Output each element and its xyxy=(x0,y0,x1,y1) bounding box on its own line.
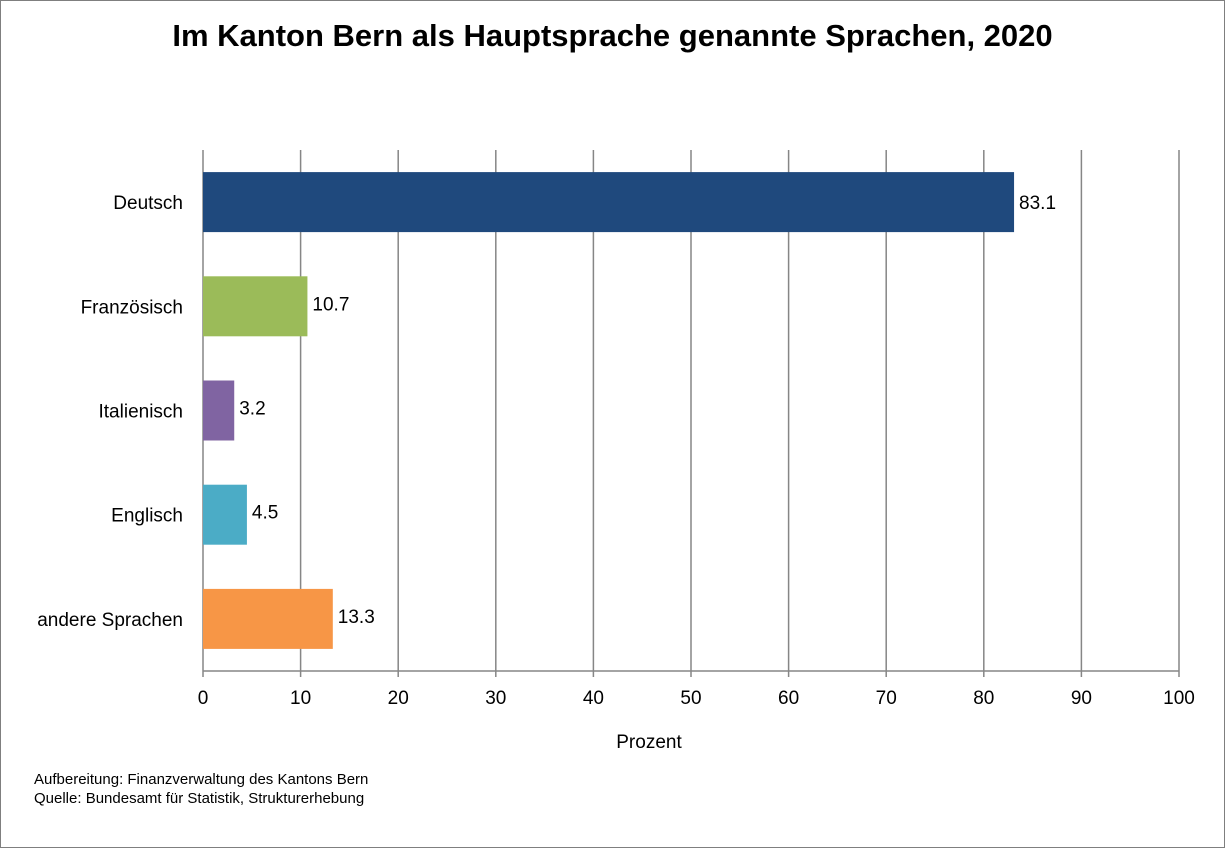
footer-source: Quelle: Bundesamt für Statistik, Struktu… xyxy=(34,790,365,807)
bar xyxy=(203,172,1015,233)
x-tick-label: 70 xyxy=(876,688,897,709)
chart-title: Im Kanton Bern als Hauptsprache genannte… xyxy=(172,18,1053,53)
data-label: 13.3 xyxy=(338,607,375,628)
x-tick-label: 90 xyxy=(1071,688,1092,709)
x-tick-label: 20 xyxy=(388,688,409,709)
data-label: 4.5 xyxy=(252,503,278,524)
category-label: Deutsch xyxy=(113,193,183,214)
x-tick-label: 0 xyxy=(198,688,209,709)
x-tick-label: 30 xyxy=(485,688,506,709)
x-tick-label: 100 xyxy=(1163,688,1195,709)
x-tick-label: 80 xyxy=(973,688,994,709)
bar xyxy=(203,484,247,545)
x-axis-label: Prozent xyxy=(616,732,682,753)
x-tick-label: 10 xyxy=(290,688,311,709)
bar xyxy=(203,588,333,649)
footer-credit: Aufbereitung: Finanzverwaltung des Kanto… xyxy=(34,771,369,788)
x-tick-label: 50 xyxy=(680,688,701,709)
x-tick-label: 60 xyxy=(778,688,799,709)
category-label: andere Sprachen xyxy=(37,610,183,631)
bar xyxy=(203,380,235,441)
category-label: Französisch xyxy=(81,297,183,318)
data-label: 3.2 xyxy=(239,399,265,420)
data-label: 83.1 xyxy=(1019,193,1056,214)
x-tick-label: 40 xyxy=(583,688,604,709)
bar xyxy=(203,276,308,337)
category-label: Italienisch xyxy=(99,402,184,423)
category-label: Englisch xyxy=(111,506,183,527)
data-label: 10.7 xyxy=(312,294,349,315)
